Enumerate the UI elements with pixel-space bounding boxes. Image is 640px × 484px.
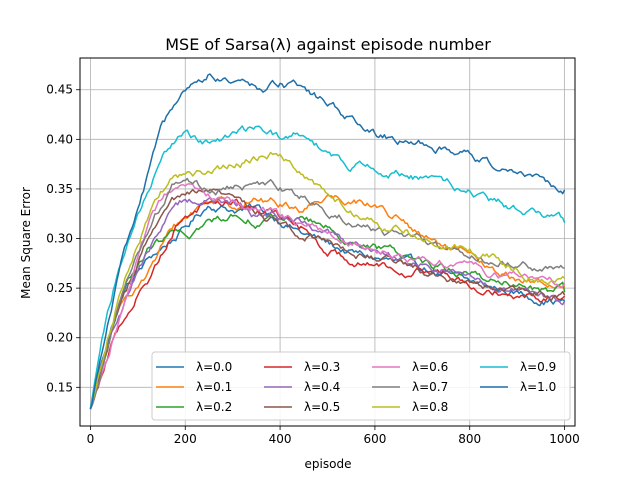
y-tick-label: 0.20 <box>46 331 73 345</box>
legend-label: λ=0.4 <box>304 380 340 394</box>
x-tick-label: 200 <box>174 432 197 446</box>
chart-title: MSE of Sarsa(λ) against episode number <box>165 35 491 54</box>
series-line-8 <box>89 151 566 410</box>
series-line-9 <box>89 125 566 410</box>
x-tick-label: 600 <box>363 432 386 446</box>
x-tick-label: 0 <box>87 432 95 446</box>
y-tick-label: 0.15 <box>46 380 73 394</box>
y-tick-label: 0.25 <box>46 281 73 295</box>
series-line-5 <box>89 188 566 410</box>
series-line-4 <box>89 197 566 410</box>
series-line-2 <box>89 212 566 410</box>
legend-label: λ=0.8 <box>412 400 448 414</box>
legend-label: λ=0.6 <box>412 360 448 374</box>
legend-box <box>151 351 571 421</box>
y-axis-label: Mean Square Error <box>19 187 33 299</box>
series-line-1 <box>89 194 566 410</box>
y-axis: 0.15 0.20 0.25 0.30 0.35 0.40 0.45 <box>46 83 80 394</box>
y-tick-label: 0.35 <box>46 182 73 196</box>
series-line-7 <box>89 177 565 410</box>
y-tick-label: 0.30 <box>46 232 73 246</box>
series-lines <box>89 73 566 410</box>
legend-label: λ=0.5 <box>304 400 340 414</box>
x-tick-label: 800 <box>458 432 481 446</box>
series-line-3 <box>89 198 566 410</box>
y-tick-label: 0.40 <box>46 132 73 146</box>
x-tick-label: 1000 <box>549 432 580 446</box>
x-axis-label: episode <box>305 457 352 471</box>
legend-label: λ=1.0 <box>520 380 556 394</box>
legend-label: λ=0.0 <box>196 360 232 374</box>
legend: λ=0.0 λ=0.1 λ=0.2 λ=0.3 λ=0.4 λ=0.5 λ=0.6 λ=0.7… <box>151 351 571 421</box>
y-tick-label: 0.45 <box>46 83 73 97</box>
grid <box>80 58 575 426</box>
x-tick-label: 400 <box>269 432 292 446</box>
x-axis: 0 200 400 600 800 1000 <box>87 426 580 446</box>
series-line-10 <box>89 73 566 410</box>
legend-label: λ=0.2 <box>196 400 232 414</box>
plot-frame <box>79 57 576 427</box>
legend-label: λ=0.7 <box>412 380 448 394</box>
legend-label: λ=0.3 <box>304 360 340 374</box>
legend-label: λ=0.1 <box>196 380 232 394</box>
legend-label: λ=0.9 <box>520 360 556 374</box>
